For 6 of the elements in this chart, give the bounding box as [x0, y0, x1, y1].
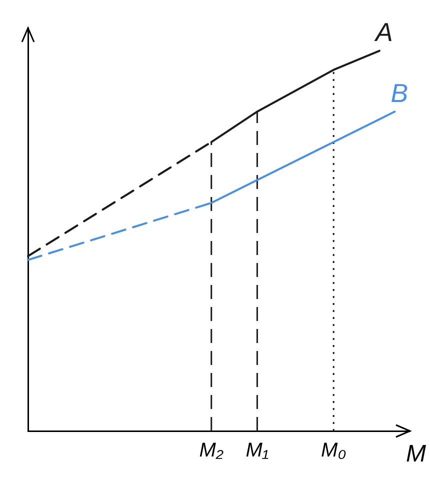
x-axis-title: M: [406, 440, 426, 468]
x-tick-label: M₁: [246, 440, 269, 462]
x-tick-label: M₀: [321, 440, 346, 462]
series-label: B: [390, 78, 408, 108]
x-tick-label: M₂: [199, 440, 224, 462]
series-label: A: [373, 17, 393, 48]
